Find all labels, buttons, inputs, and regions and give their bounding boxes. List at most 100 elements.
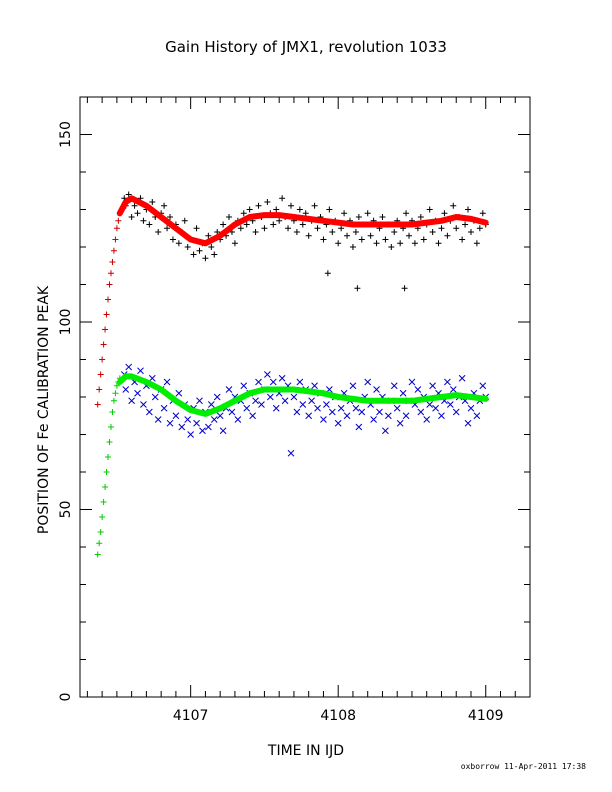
x-tick-label: 4107 [173, 708, 209, 724]
data-point [352, 404, 360, 412]
data-point [225, 386, 233, 393]
data-point [255, 202, 262, 209]
data-point [122, 386, 130, 393]
data-point [382, 236, 389, 243]
data-point [329, 229, 336, 235]
data-point [270, 221, 277, 228]
data-point [370, 416, 377, 423]
data-point [367, 232, 374, 239]
data-point [467, 404, 475, 412]
data-point [311, 382, 318, 390]
data-point [148, 374, 156, 382]
data-point [462, 221, 469, 228]
data-point [109, 409, 116, 415]
data-point [145, 408, 153, 416]
data-point [335, 240, 342, 247]
data-point [373, 386, 380, 393]
data-point [205, 423, 212, 431]
data-point [479, 210, 486, 217]
data-point [161, 202, 168, 209]
data-point [388, 244, 395, 250]
data-point [106, 439, 113, 445]
data-point [352, 229, 359, 235]
data-point [131, 202, 138, 209]
data-point [408, 378, 416, 386]
data-point [411, 240, 418, 247]
data-point [102, 326, 109, 333]
data-point [113, 382, 120, 389]
data-point [125, 363, 133, 371]
data-point [358, 236, 365, 243]
data-point [290, 393, 298, 401]
data-point [355, 214, 362, 220]
data-point [449, 386, 457, 393]
data-point [205, 232, 212, 239]
data-point [210, 416, 218, 423]
data-point [196, 397, 203, 405]
data-point [105, 454, 112, 460]
data-point [320, 236, 327, 243]
data-point [438, 412, 445, 420]
data-point [285, 225, 292, 232]
data-point [140, 401, 147, 408]
data-point [464, 419, 472, 427]
data-point [281, 397, 289, 405]
series-1 [94, 210, 123, 408]
series-2 [120, 363, 490, 457]
data-point [326, 206, 333, 213]
x-axis-label: TIME IN IJD [267, 743, 344, 759]
data-point [243, 404, 251, 412]
data-point [435, 240, 442, 247]
data-point [390, 382, 398, 390]
data-point [178, 423, 186, 431]
data-point [107, 424, 114, 430]
x-tick-label: 4109 [468, 708, 504, 724]
data-point [473, 240, 480, 247]
data-point [99, 356, 106, 363]
y-tick-label: 50 [58, 501, 74, 519]
data-point [417, 214, 424, 220]
data-point [397, 240, 404, 247]
data-point [446, 401, 454, 408]
data-point [107, 270, 114, 277]
data-point [402, 412, 410, 420]
data-point [341, 210, 348, 217]
data-point [190, 251, 197, 258]
data-point [240, 382, 248, 390]
data-point [305, 232, 312, 239]
data-point [112, 390, 119, 397]
data-point [444, 378, 451, 386]
data-point [115, 217, 122, 224]
data-point [272, 404, 280, 412]
data-point [249, 412, 256, 420]
data-point [432, 404, 439, 412]
data-point [167, 214, 173, 220]
series-0 [121, 191, 489, 292]
data-point [103, 311, 110, 318]
data-point [305, 412, 313, 420]
data-point [134, 389, 141, 397]
data-point [219, 427, 227, 435]
data-point [414, 386, 422, 393]
tick-labels: 0 50 100 150 4107 4108 4109 [58, 121, 504, 724]
data-point [125, 191, 132, 198]
data-point [349, 382, 357, 390]
data-point [279, 195, 286, 202]
data-point [243, 221, 250, 228]
data-point [324, 270, 331, 277]
data-point [393, 404, 401, 412]
data-point [459, 236, 466, 243]
data-point [220, 221, 227, 228]
y-axis-label: POSITION OF Fe CALIBRATION PEAK [36, 285, 52, 534]
data-point [269, 378, 277, 386]
data-point [228, 408, 236, 416]
data-point [255, 378, 262, 386]
data-point [211, 251, 218, 258]
data-point [166, 419, 174, 427]
data-point [334, 419, 342, 427]
data-point [343, 412, 351, 420]
data-point [112, 236, 119, 243]
data-point [264, 199, 271, 205]
data-point [97, 371, 104, 378]
chart-title: Gain History of JMX1, revolution 1033 [165, 38, 447, 56]
